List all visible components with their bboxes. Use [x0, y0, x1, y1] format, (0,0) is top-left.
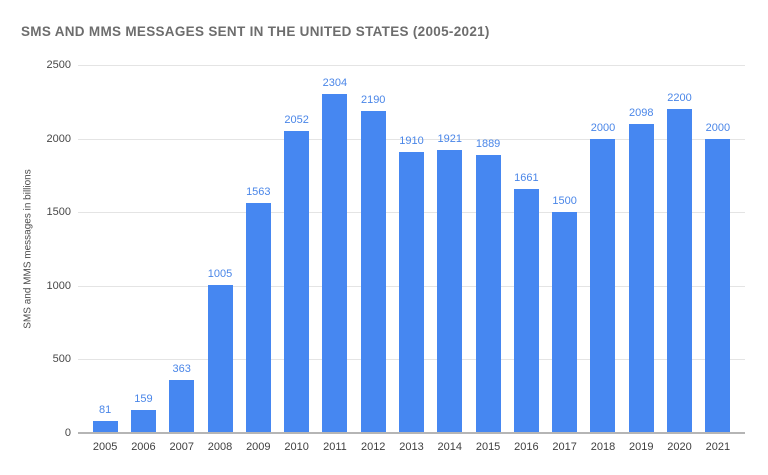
bar-2013[interactable] — [399, 151, 424, 432]
value-label-2017: 1500 — [552, 195, 577, 208]
bar-2010[interactable] — [284, 130, 310, 432]
value-label-2021: 2000 — [705, 121, 731, 134]
value-label-2013: 1910 — [399, 134, 424, 147]
x-axis-line — [78, 432, 745, 434]
x-tick-label-2021: 2021 — [705, 441, 731, 453]
bar-2020[interactable] — [667, 109, 693, 432]
x-tick-label-2018: 2018 — [590, 441, 616, 453]
y-tick-label: 1000 — [46, 279, 71, 292]
x-tick-label-2007: 2007 — [169, 441, 194, 453]
gridline — [78, 65, 745, 66]
gridline — [78, 138, 745, 140]
x-tick-label-2005: 2005 — [92, 441, 118, 453]
x-tick-label-2014: 2014 — [437, 441, 463, 453]
x-tick-label-2010: 2010 — [284, 441, 309, 453]
bar-2012[interactable] — [360, 110, 386, 432]
value-label-2010: 2052 — [284, 113, 309, 126]
x-tick-label-2017: 2017 — [552, 441, 577, 453]
value-label-2005: 81 — [99, 404, 112, 417]
value-label-2014: 1921 — [437, 133, 463, 146]
bar-2008[interactable] — [207, 285, 233, 432]
x-tick-label-2012: 2012 — [360, 441, 386, 453]
x-tick-label-2013: 2013 — [399, 441, 424, 453]
value-label-2007: 363 — [172, 362, 191, 375]
bar-2007[interactable] — [169, 379, 195, 432]
bar-2019[interactable] — [628, 124, 654, 432]
bar-2021[interactable] — [705, 138, 731, 432]
bar-2018[interactable] — [590, 138, 616, 432]
bar-2005[interactable] — [92, 421, 118, 432]
x-tick-label-2008: 2008 — [207, 441, 233, 453]
x-tick-label-2011: 2011 — [323, 441, 347, 453]
y-tick-label: 1500 — [46, 206, 71, 219]
value-label-2011: 2304 — [322, 76, 348, 89]
value-label-2015: 1889 — [475, 137, 501, 150]
value-label-2009: 1563 — [246, 185, 271, 198]
y-tick-label: 500 — [52, 353, 71, 366]
bar-2016[interactable] — [513, 188, 539, 432]
value-label-2018: 2000 — [590, 121, 616, 134]
x-tick-label-2020: 2020 — [667, 441, 692, 453]
y-tick-label: 0 — [64, 427, 71, 439]
value-label-2020: 2200 — [667, 92, 692, 105]
x-tick-label-2006: 2006 — [131, 441, 156, 453]
bar-2011[interactable] — [322, 93, 348, 432]
value-label-2006: 159 — [134, 392, 153, 405]
value-label-2012: 2190 — [360, 93, 386, 106]
bar-2014[interactable] — [437, 150, 463, 432]
bar-2006[interactable] — [130, 409, 156, 432]
bar-2015[interactable] — [475, 154, 501, 432]
value-label-2008: 1005 — [207, 268, 233, 281]
value-label-2016: 1661 — [514, 171, 539, 184]
x-tick-label-2016: 2016 — [514, 441, 539, 453]
y-axis-title: SMS and MMS messages in billions — [22, 169, 34, 329]
x-tick-label-2015: 2015 — [475, 441, 501, 453]
y-tick-label: 2500 — [46, 59, 71, 71]
bar-2017[interactable] — [552, 212, 578, 432]
x-tick-label-2009: 2009 — [246, 441, 271, 453]
chart-title: SMS AND MMS MESSAGES SENT IN THE UNITED … — [21, 24, 490, 39]
value-label-2019: 2098 — [629, 107, 654, 120]
y-tick-label: 2000 — [46, 132, 71, 145]
bar-2009[interactable] — [245, 202, 271, 432]
x-tick-label-2019: 2019 — [629, 441, 654, 453]
